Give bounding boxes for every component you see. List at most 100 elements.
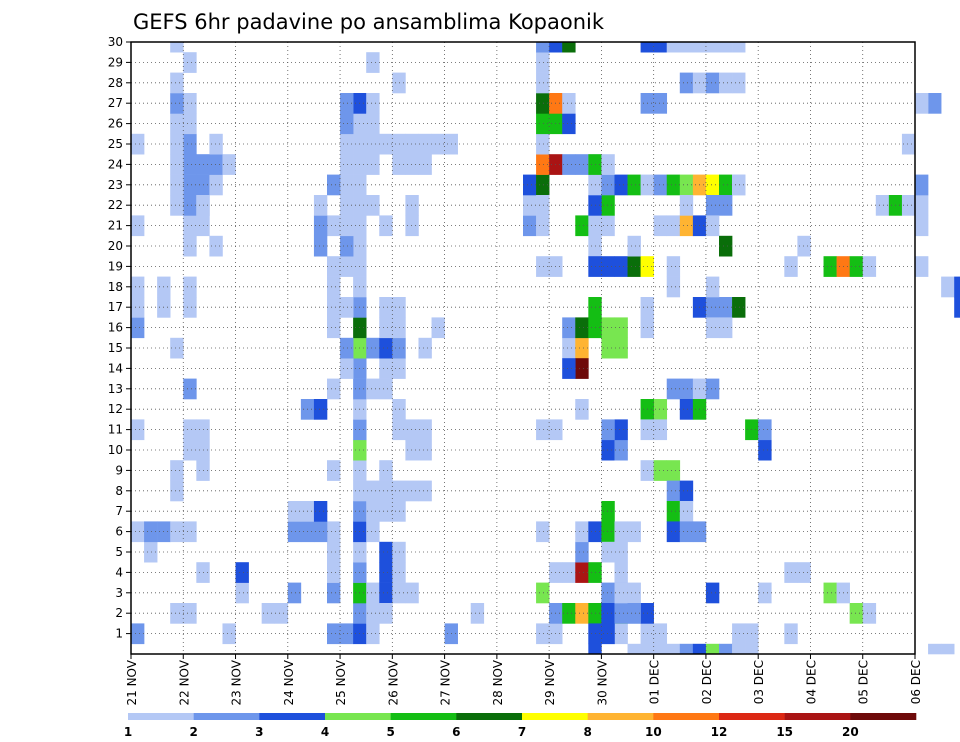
heatmap-cell <box>222 154 236 175</box>
heatmap-cell <box>679 42 694 53</box>
heatmap-cell <box>418 133 432 155</box>
heatmap-cell <box>666 501 681 522</box>
heatmap-cell <box>144 521 158 543</box>
y-tick-label: 11 <box>108 423 123 437</box>
heatmap-cell <box>575 399 589 420</box>
heatmap-cell <box>614 562 628 583</box>
heatmap-cell <box>170 174 184 196</box>
heatmap-cell <box>732 643 746 655</box>
heatmap-cell <box>562 358 576 379</box>
heatmap-cell <box>340 235 354 257</box>
heatmap-cell <box>928 93 942 114</box>
y-tick-label: 7 <box>115 504 123 518</box>
heatmap-cell <box>340 174 354 196</box>
heatmap-cell <box>666 480 681 502</box>
y-tick-label: 19 <box>108 259 123 273</box>
heatmap-cell <box>327 297 341 318</box>
heatmap-cell <box>183 419 197 441</box>
legend-swatch <box>128 713 194 720</box>
heatmap-cell <box>614 603 628 624</box>
heatmap-cell <box>601 256 615 277</box>
heatmap-cell <box>379 378 393 400</box>
heatmap-cell <box>131 297 145 318</box>
heatmap-cell <box>705 42 720 53</box>
heatmap-cell <box>379 133 393 155</box>
y-tick-label: 3 <box>115 586 123 600</box>
heatmap-cell <box>719 174 733 196</box>
heatmap-cell <box>823 256 837 277</box>
heatmap-cell <box>366 480 380 502</box>
heatmap-cell <box>666 42 681 53</box>
heatmap-cell <box>653 643 668 655</box>
heatmap-cell <box>705 276 720 298</box>
heatmap-cell <box>679 480 694 502</box>
heatmap-cell <box>183 133 197 155</box>
heatmap-cell <box>575 358 589 379</box>
heatmap-cell <box>131 215 145 237</box>
heatmap-cell <box>732 72 746 94</box>
heatmap-cell <box>313 521 328 543</box>
heatmap-cell <box>915 256 929 277</box>
heatmap-cell <box>379 582 393 604</box>
legend-swatch <box>587 713 654 720</box>
heatmap-cell <box>327 215 341 237</box>
heatmap-cell <box>849 603 864 624</box>
heatmap-cell <box>418 419 432 441</box>
y-tick-label: 22 <box>108 198 123 212</box>
heatmap-cell <box>719 195 733 216</box>
heatmap-cell <box>170 154 184 175</box>
heatmap-cell <box>562 93 576 114</box>
heatmap-cell <box>562 603 576 624</box>
heatmap-cell <box>183 154 197 175</box>
heatmap-cell <box>536 215 550 237</box>
heatmap-cell <box>366 623 380 645</box>
heatmap-cell <box>666 276 681 298</box>
heatmap-cell <box>379 337 393 359</box>
heatmap-cell <box>719 317 733 339</box>
heatmap-cell <box>705 72 720 94</box>
heatmap-cell <box>653 623 668 645</box>
x-tick-label: 28 NOV <box>491 659 505 705</box>
heatmap-cell <box>614 439 628 461</box>
y-tick-label: 29 <box>108 55 123 69</box>
heatmap-cell <box>170 521 184 543</box>
heatmap-cell <box>758 439 772 461</box>
heatmap-cell <box>340 133 354 155</box>
heatmap-cell <box>405 154 419 175</box>
heatmap-cell <box>536 195 550 216</box>
heatmap-cell <box>627 603 641 624</box>
heatmap-cell <box>183 521 197 543</box>
heatmap-cell <box>575 215 589 237</box>
heatmap-cell <box>209 235 223 257</box>
x-axis-ticks: 21 NOV 22 NOV 23 NOV 24 NOV 25 NOV 26 NOV 27 N… <box>125 654 923 706</box>
y-tick-label: 27 <box>108 96 123 110</box>
heatmap-cell <box>954 297 960 318</box>
heatmap-cell <box>170 195 184 216</box>
heatmap-cell <box>679 174 694 196</box>
heatmap-cell <box>261 603 276 624</box>
x-tick-label: 27 NOV <box>439 659 453 705</box>
heatmap-cell <box>941 276 955 298</box>
heatmap-cell <box>679 643 694 655</box>
heatmap-cell <box>601 541 615 563</box>
heatmap-cell <box>379 541 393 563</box>
heatmap-cell <box>732 42 746 53</box>
heatmap-cell <box>183 378 197 400</box>
heatmap-cell <box>340 337 354 359</box>
x-tick-label: 05 DEC <box>857 660 871 704</box>
legend-label: 12 <box>711 725 728 739</box>
heatmap-cell <box>705 215 720 237</box>
x-tick-label: 22 NOV <box>177 659 191 705</box>
heatmap-cell <box>379 317 393 339</box>
heatmap-cell <box>901 133 916 155</box>
heatmap-cell <box>379 501 393 522</box>
heatmap-cell <box>719 643 733 655</box>
heatmap-cell <box>340 154 354 175</box>
heatmap-cell <box>313 215 328 237</box>
legend-label: 5 <box>386 725 394 739</box>
legend-swatch <box>784 713 851 720</box>
heatmap-cell <box>405 480 419 502</box>
heatmap-cell <box>954 276 960 298</box>
heatmap-cell <box>862 256 877 277</box>
heatmap-cell <box>287 521 302 543</box>
